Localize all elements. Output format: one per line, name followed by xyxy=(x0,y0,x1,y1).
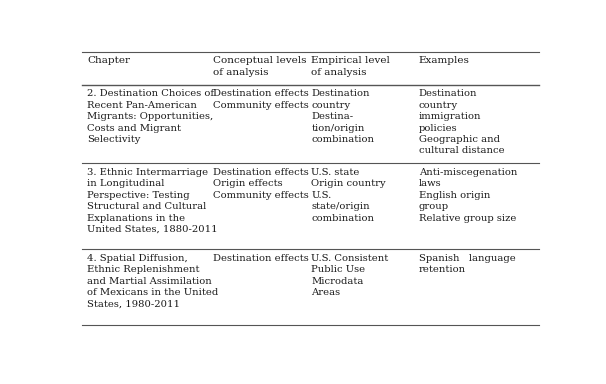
Text: U.S. Consistent
Public Use
Microdata
Areas: U.S. Consistent Public Use Microdata Are… xyxy=(311,254,388,297)
Text: Anti-miscegenation
laws
English origin
group
Relative group size: Anti-miscegenation laws English origin g… xyxy=(419,168,518,223)
Text: Conceptual levels
of analysis: Conceptual levels of analysis xyxy=(213,56,307,77)
Text: Destination
country
Destina-
tion/origin
combination: Destination country Destina- tion/origin… xyxy=(311,89,375,144)
Text: U.S. state
Origin country
U.S.
state/origin
combination: U.S. state Origin country U.S. state/ori… xyxy=(311,168,386,223)
Text: Destination effects
Community effects: Destination effects Community effects xyxy=(213,89,309,110)
Text: 4. Spatial Diffusion,
Ethnic Replenishment
and Martial Assimilation
of Mexicans : 4. Spatial Diffusion, Ethnic Replenishme… xyxy=(87,254,219,309)
Text: Examples: Examples xyxy=(419,56,470,66)
Text: Spanish   language
retention: Spanish language retention xyxy=(419,254,516,275)
Text: Destination
country
immigration
policies
Geographic and
cultural distance: Destination country immigration policies… xyxy=(419,89,505,156)
Text: 2. Destination Choices of
Recent Pan-American
Migrants: Opportunities,
Costs and: 2. Destination Choices of Recent Pan-Ame… xyxy=(87,89,215,144)
Text: 3. Ethnic Intermarriage
in Longitudinal
Perspective: Testing
Structural and Cult: 3. Ethnic Intermarriage in Longitudinal … xyxy=(87,168,218,234)
Text: Destination effects
Origin effects
Community effects: Destination effects Origin effects Commu… xyxy=(213,168,309,200)
Text: Empirical level
of analysis: Empirical level of analysis xyxy=(311,56,390,77)
Text: Destination effects: Destination effects xyxy=(213,254,309,263)
Text: Chapter: Chapter xyxy=(87,56,130,66)
